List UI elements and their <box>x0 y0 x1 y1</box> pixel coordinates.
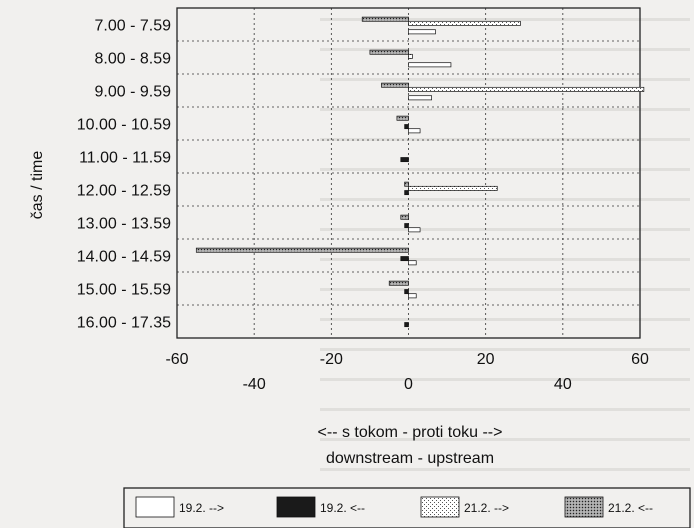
x-axis-label-line2: downstream - upstream <box>326 450 494 467</box>
bar-1 <box>408 95 432 101</box>
legend-swatch <box>564 496 604 518</box>
legend-label: 19.2. <-- <box>320 501 365 515</box>
bar-4 <box>361 16 409 22</box>
bar-2 <box>404 322 409 328</box>
x-tick-label: 20 <box>477 351 495 368</box>
bar-3 <box>408 20 521 26</box>
x-tick-label: 0 <box>404 376 413 393</box>
x-tick-label: -40 <box>243 376 266 393</box>
x-tick-labels: -60 -20 20 60 -40 0 40 <box>165 351 649 393</box>
x-tick-label: 60 <box>631 351 649 368</box>
x-tick-label: 40 <box>554 376 572 393</box>
bar-1 <box>408 293 417 299</box>
legend-label: 21.2. --> <box>464 501 509 515</box>
bar-4 <box>369 49 409 55</box>
category-label: 15.00 - 15.59 <box>77 282 171 299</box>
y-axis-label: čas / time <box>29 151 46 220</box>
bar-1 <box>408 62 452 68</box>
bars <box>195 16 645 328</box>
bar-4 <box>381 82 409 88</box>
bar-1 <box>408 260 417 266</box>
legend-label: 21.2. <-- <box>608 501 653 515</box>
bar-2 <box>404 289 409 295</box>
bar-1 <box>408 227 421 233</box>
bar-2 <box>404 190 409 196</box>
bar-4 <box>388 280 409 286</box>
x-axis-label-line1: <-- s tokom - proti toku --> <box>318 424 503 441</box>
bar-4 <box>195 247 409 253</box>
category-label: 7.00 - 7.59 <box>95 18 172 35</box>
bar-2 <box>404 223 409 229</box>
bar-1 <box>408 29 436 35</box>
category-label: 14.00 - 14.59 <box>77 249 171 266</box>
bar-3 <box>408 185 498 191</box>
bar-4 <box>400 214 409 220</box>
category-label: 8.00 - 8.59 <box>95 51 172 68</box>
bar-1 <box>408 128 421 134</box>
plot-area <box>176 7 641 339</box>
bar-2 <box>404 124 409 130</box>
category-label: 13.00 - 13.59 <box>77 216 171 233</box>
legend-swatch <box>276 496 316 518</box>
legend-box <box>123 487 691 528</box>
legend-swatch <box>420 496 460 518</box>
category-labels: 7.00 - 7.59 8.00 - 8.59 9.00 - 9.59 10.00 -… <box>77 18 171 332</box>
bar-4 <box>404 181 409 187</box>
category-label: 11.00 - 11.59 <box>79 150 171 167</box>
bar-4 <box>396 115 409 121</box>
legend-swatch <box>135 496 175 518</box>
category-label: 10.00 - 10.59 <box>77 117 171 134</box>
category-label: 16.00 - 17.35 <box>77 315 171 332</box>
bar-2 <box>400 157 409 163</box>
bar-3 <box>408 86 645 92</box>
bar-3 <box>408 53 413 59</box>
legend-label: 19.2. --> <box>179 501 224 515</box>
bar-2 <box>400 256 409 262</box>
x-tick-label: -60 <box>165 351 188 368</box>
category-label: 9.00 - 9.59 <box>95 84 172 101</box>
grid-lines <box>177 8 640 338</box>
x-tick-label: -20 <box>320 351 343 368</box>
category-label: 12.00 - 12.59 <box>77 183 171 200</box>
legend: 19.2. --> 19.2. <-- 21.2. --> 21.2. <-- <box>123 487 691 528</box>
